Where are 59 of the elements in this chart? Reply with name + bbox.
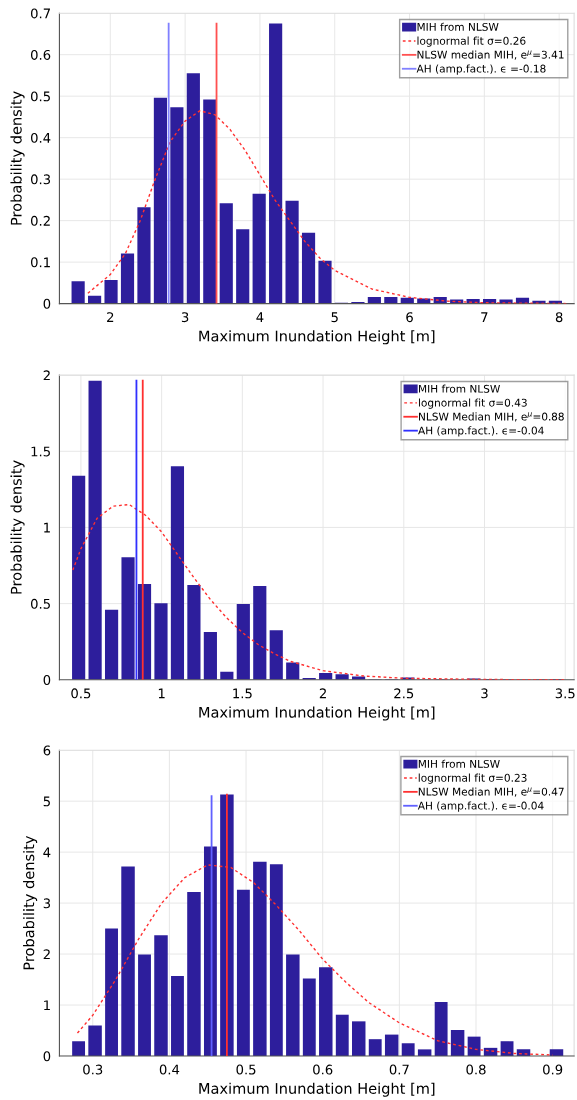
x-tick-label: 1.5 — [233, 688, 252, 699]
y-tick-label: 0.7 — [30, 8, 50, 19]
legend-label: lognormal fit σ=0.43 — [418, 398, 527, 409]
y-axis-title: Probability density — [23, 835, 38, 970]
y-tick-label: 1 — [44, 1000, 50, 1011]
x-tick-label: 0.9 — [543, 1064, 563, 1075]
x-tick-label: 3 — [181, 312, 189, 323]
y-tick-label: 0.5 — [30, 598, 50, 609]
x-tick-label: 0.7 — [389, 1064, 409, 1075]
y-tick-label: 0.3 — [30, 174, 51, 185]
y-tick-label: 0.5 — [30, 91, 50, 102]
legend-label: NLSW Median MIH, e$^{μ}$=0.47 — [418, 787, 564, 797]
legend-label: MIH from NLSW — [417, 22, 499, 31]
y-tick-label: 1 — [44, 522, 50, 533]
y-tick-label: 5 — [43, 796, 50, 807]
x-tick-label: 4 — [256, 312, 264, 322]
y-axis-title: Probability density — [10, 460, 25, 594]
y-tick-label: 0 — [43, 675, 51, 685]
y-tick-label: 0.2 — [30, 215, 50, 226]
y-tick-label: 6 — [43, 745, 51, 756]
x-tick-label: 5 — [331, 312, 338, 323]
x-axis-title: Maximum Inundation Height [m] — [199, 330, 435, 345]
x-tick-label: 2 — [107, 312, 114, 322]
legend-label: MIH from NLSW — [419, 384, 500, 393]
x-tick-label: 1 — [158, 688, 165, 699]
y-axis-title: Probability density — [10, 91, 25, 225]
y-tick-label: 0 — [43, 1051, 51, 1062]
y-tick-label: 0.6 — [30, 49, 51, 60]
y-tick-label: 1.5 — [31, 446, 50, 457]
x-axis-title: Maximum Inundation Height [m] — [199, 1082, 435, 1097]
x-tick-label: 7 — [481, 312, 488, 322]
x-tick-label: 3 — [481, 688, 488, 699]
x-tick-label: 2.5 — [394, 688, 414, 699]
legend-label: lognormal fit σ=0.23 — [418, 773, 527, 784]
x-axis-title: Maximum Inundation Height [m] — [199, 706, 435, 721]
x-tick-label: 0.5 — [236, 1064, 256, 1075]
x-tick-label: 0.3 — [83, 1064, 103, 1075]
legend-label: MIH from NLSW — [418, 759, 500, 768]
y-tick-label: 4 — [43, 847, 51, 858]
y-tick-label: 0.1 — [30, 257, 50, 268]
x-tick-label: 0.5 — [71, 688, 91, 699]
x-tick-label: 3.5 — [555, 688, 575, 699]
y-tick-label: 0 — [43, 298, 51, 309]
x-tick-label: 6 — [406, 312, 413, 323]
legend-label: lognormal fit σ=0.26 — [417, 36, 526, 47]
y-tick-label: 2 — [43, 370, 50, 381]
legend-label: NLSW median MIH, e$^{μ}$=3.41 — [417, 50, 564, 60]
x-tick-label: 2 — [319, 688, 326, 699]
x-tick-label: 0.4 — [159, 1064, 180, 1075]
legend-label: AH (amp.fact.). ϵ=-0.04 — [418, 426, 544, 437]
y-tick-label: 0.4 — [30, 132, 51, 143]
x-tick-label: 0.6 — [313, 1064, 333, 1075]
legend-label: AH (amp.fact.). ϵ=-0.04 — [417, 801, 544, 812]
x-tick-label: 8 — [555, 312, 563, 323]
x-tick-label: 0.8 — [466, 1064, 486, 1075]
legend-label: AH (amp.fact.). ϵ =-0.18 — [416, 64, 546, 75]
y-tick-label: 3 — [43, 898, 51, 909]
y-tick-label: 2 — [43, 949, 50, 960]
legend-label: NLSW Median MIH, e$^{μ}$=0.88 — [419, 412, 564, 422]
